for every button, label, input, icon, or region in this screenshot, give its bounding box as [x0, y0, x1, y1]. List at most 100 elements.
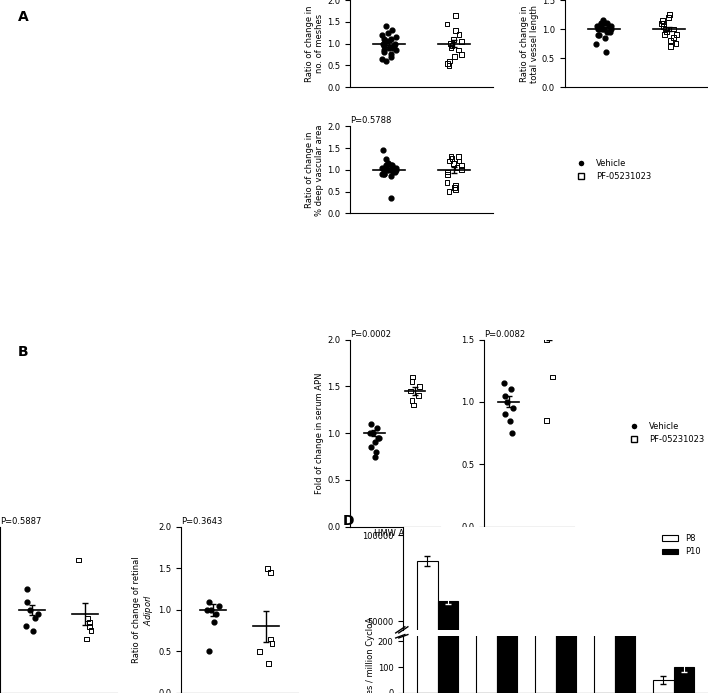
Point [377, 162, 388, 173]
Bar [476, 673, 497, 693]
Point [656, 18, 668, 29]
Point [371, 423, 382, 434]
Point [445, 38, 457, 49]
Point [455, 49, 467, 60]
Point [541, 334, 552, 345]
Point [382, 158, 394, 169]
Point [447, 34, 459, 45]
Point [265, 633, 276, 644]
Point [263, 658, 274, 669]
Point [547, 371, 558, 383]
Point [32, 608, 43, 620]
Text: P=0.0082: P=0.0082 [484, 330, 525, 339]
Point [502, 396, 513, 407]
Point [665, 35, 676, 46]
Bar [438, 0, 458, 693]
Point [446, 40, 457, 51]
Point [506, 428, 518, 439]
Point [384, 164, 395, 175]
Point [658, 18, 669, 29]
Bar [556, 306, 576, 693]
Point [28, 625, 39, 636]
Bar [417, 0, 438, 693]
Point [382, 27, 394, 38]
Point [455, 164, 467, 175]
Point [367, 428, 379, 439]
Point [202, 604, 213, 615]
Point [371, 446, 382, 457]
Point [213, 600, 224, 611]
Point [380, 21, 392, 32]
Point [663, 9, 675, 20]
Point [539, 322, 550, 333]
Point [670, 29, 682, 40]
Y-axis label: Copies / million CycloA: Copies / million CycloA [366, 617, 375, 693]
Text: A: A [18, 10, 28, 24]
Point [379, 34, 390, 45]
Point [600, 32, 611, 43]
Point [600, 46, 611, 58]
Bar [653, 680, 673, 693]
Y-axis label: Ratio of change in
total vessel length: Ratio of change in total vessel length [520, 5, 539, 82]
Point [385, 51, 396, 62]
Point [441, 19, 452, 30]
Point [591, 21, 603, 32]
Point [373, 432, 384, 444]
Point [670, 38, 682, 49]
Point [370, 451, 381, 462]
Point [389, 162, 400, 173]
Point [541, 415, 552, 426]
Point [365, 418, 377, 429]
Point [595, 21, 606, 32]
X-axis label: HMW APN: HMW APN [374, 529, 416, 538]
Text: P=0.5788: P=0.5788 [350, 116, 392, 125]
Point [658, 29, 670, 40]
Point [442, 168, 454, 179]
Point [21, 621, 32, 632]
Point [597, 15, 608, 26]
Point [444, 155, 455, 166]
Bar [673, 667, 694, 693]
Y-axis label: Ratio of change of retinal
$Adiporl$: Ratio of change of retinal $Adiporl$ [132, 556, 156, 663]
X-axis label: Hexamer APN: Hexamer APN [500, 529, 558, 538]
Bar [417, 561, 438, 693]
Point [449, 182, 460, 193]
Point [82, 613, 93, 624]
Point [449, 51, 460, 62]
Point [378, 164, 389, 175]
Point [203, 646, 215, 657]
Point [378, 44, 389, 55]
Point [372, 432, 384, 444]
Point [378, 38, 389, 49]
Point [391, 164, 402, 175]
Bar [476, 0, 497, 693]
Point [379, 36, 390, 47]
Point [365, 428, 376, 439]
Point [548, 328, 559, 339]
Point [370, 437, 381, 448]
Point [668, 24, 680, 35]
Point [380, 160, 392, 171]
Y-axis label: Fold of change in serum APN: Fold of change in serum APN [315, 372, 324, 494]
Point [595, 18, 607, 29]
Point [385, 193, 396, 204]
Point [452, 162, 463, 173]
Point [378, 168, 389, 179]
Point [603, 21, 615, 32]
Point [385, 160, 396, 171]
Point [84, 621, 96, 632]
Point [385, 49, 396, 60]
Point [254, 646, 266, 657]
Point [29, 613, 40, 624]
Text: P=0.5887: P=0.5887 [0, 517, 41, 526]
Point [385, 170, 396, 182]
Point [378, 40, 389, 51]
Point [442, 166, 453, 177]
Point [73, 554, 84, 565]
Point [384, 42, 395, 53]
Point [390, 44, 401, 55]
Point [668, 32, 679, 43]
Point [447, 158, 459, 169]
Legend: Vehicle, PF-05231023: Vehicle, PF-05231023 [569, 155, 654, 184]
Point [456, 160, 467, 171]
